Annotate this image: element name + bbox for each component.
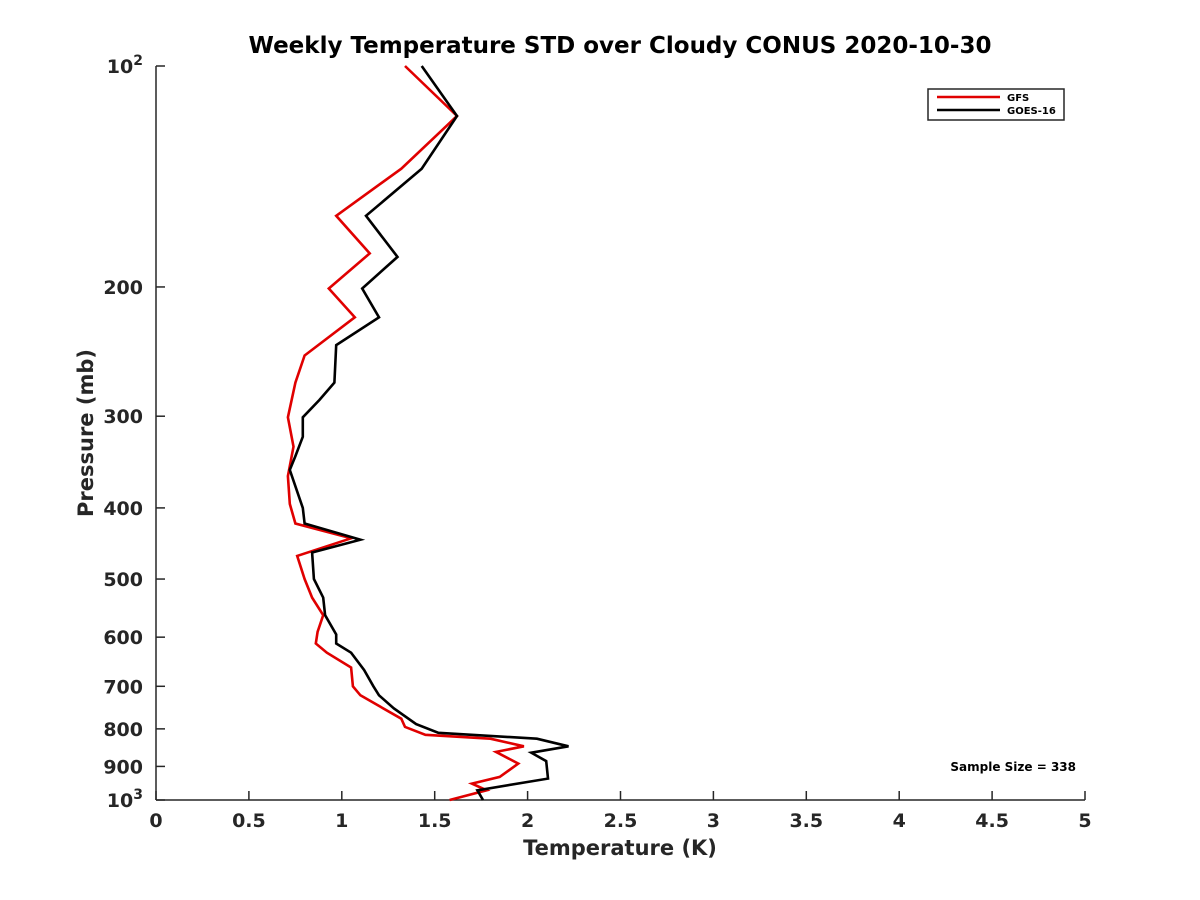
y-tick-label: 300 (103, 406, 143, 428)
series-line-gfs (286, 65, 525, 802)
plot-axes: 0 0.5 1 1.5 2 2.5 3 3.5 4 4.5 5 102 200 300 400 500 600 7… (103, 53, 1091, 832)
y-tick-label: 200 (103, 277, 143, 299)
x-tick-label: 4.5 (975, 810, 1009, 832)
x-axis-label: Temperature (K) (523, 836, 717, 860)
y-tick-label: 500 (103, 569, 143, 591)
y-axis-label: Pressure (mb) (74, 349, 98, 517)
y-tick-label: 900 (103, 756, 143, 778)
x-tick-label: 4 (893, 810, 906, 832)
legend: GFS GOES-16 (927, 88, 1065, 121)
x-tick-label: 0 (149, 810, 162, 832)
y-tick-label: 102 (107, 53, 143, 78)
y-tick-label: 600 (103, 627, 143, 649)
y-tick-label: 103 (107, 787, 143, 812)
y-tick-label: 800 (103, 719, 143, 741)
x-tick-label: 3 (707, 810, 720, 832)
legend-box (927, 88, 1065, 121)
y-tick-label: 700 (103, 676, 143, 698)
x-tick-label: 2 (521, 810, 534, 832)
sample-size-annotation: Sample Size = 338 (950, 760, 1076, 774)
x-tick-label: 1.5 (418, 810, 452, 832)
x-tick-label: 1 (335, 810, 348, 832)
x-tick-label: 0.5 (232, 810, 266, 832)
legend-label-gfs: GFS (1007, 93, 1029, 104)
y-tick-label: 400 (103, 498, 143, 520)
x-tick-label: 5 (1078, 810, 1091, 832)
series-layer (286, 65, 569, 802)
legend-label-goes16: GOES-16 (1007, 106, 1056, 117)
chart-title: Weekly Temperature STD over Cloudy CONUS… (249, 33, 992, 59)
x-tick-label: 2.5 (604, 810, 638, 832)
x-tick-label: 3.5 (789, 810, 823, 832)
series-line-goes-16 (288, 65, 569, 801)
